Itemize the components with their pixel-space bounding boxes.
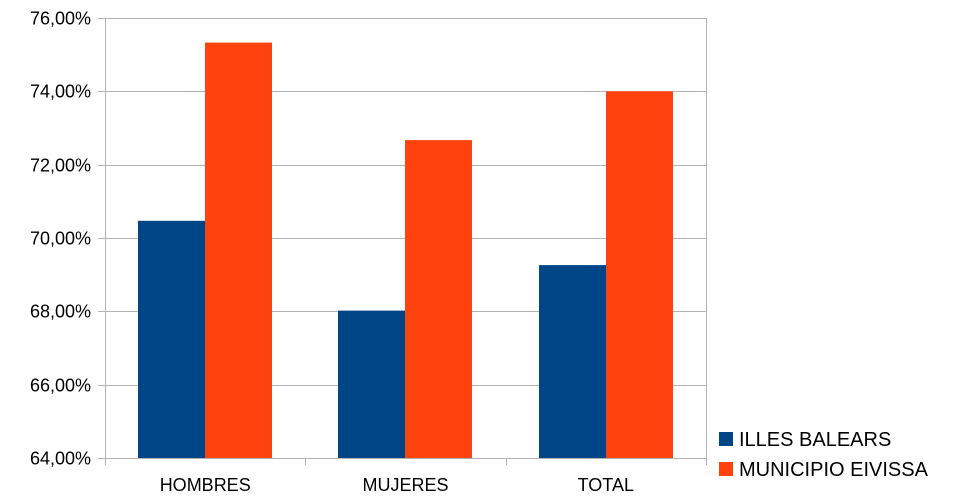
y-tick-label: 76,00%: [30, 9, 91, 29]
bar-mujeres-series-2: [405, 140, 472, 458]
x-tick-label: MUJERES: [362, 475, 448, 495]
x-tick-label: HOMBRES: [160, 475, 251, 495]
plot-frame: [98, 18, 707, 465]
bars: [138, 42, 673, 459]
legend-swatch: [719, 432, 733, 446]
bar-hombres-series-1: [138, 220, 205, 458]
y-tick-label: 64,00%: [30, 449, 91, 469]
bar-total-series-2: [606, 91, 673, 459]
bar-hombres-series-2: [205, 42, 272, 458]
legend-swatch: [719, 462, 733, 476]
bar-total-series-1: [539, 265, 606, 458]
y-tick-label: 72,00%: [30, 156, 91, 176]
x-tick-label: TOTAL: [578, 475, 634, 495]
y-tick-label: 70,00%: [30, 229, 91, 249]
legend-label: MUNICIPIO EIVISSA: [739, 459, 929, 481]
bar-mujeres-series-1: [338, 310, 405, 458]
y-axis: 64,00% 66,00% 68,00% 70,00% 72,00% 74,00% 76,0…: [30, 9, 105, 469]
legend-label: ILLES BALEARS: [739, 429, 891, 451]
x-axis: HOMBRES MUJERES TOTAL: [160, 475, 634, 495]
y-tick-label: 68,00%: [30, 302, 91, 322]
legend: ILLES BALEARS MUNICIPIO EIVISSA: [719, 429, 929, 481]
y-tick-label: 74,00%: [30, 82, 91, 102]
y-tick-label: 66,00%: [30, 376, 91, 396]
